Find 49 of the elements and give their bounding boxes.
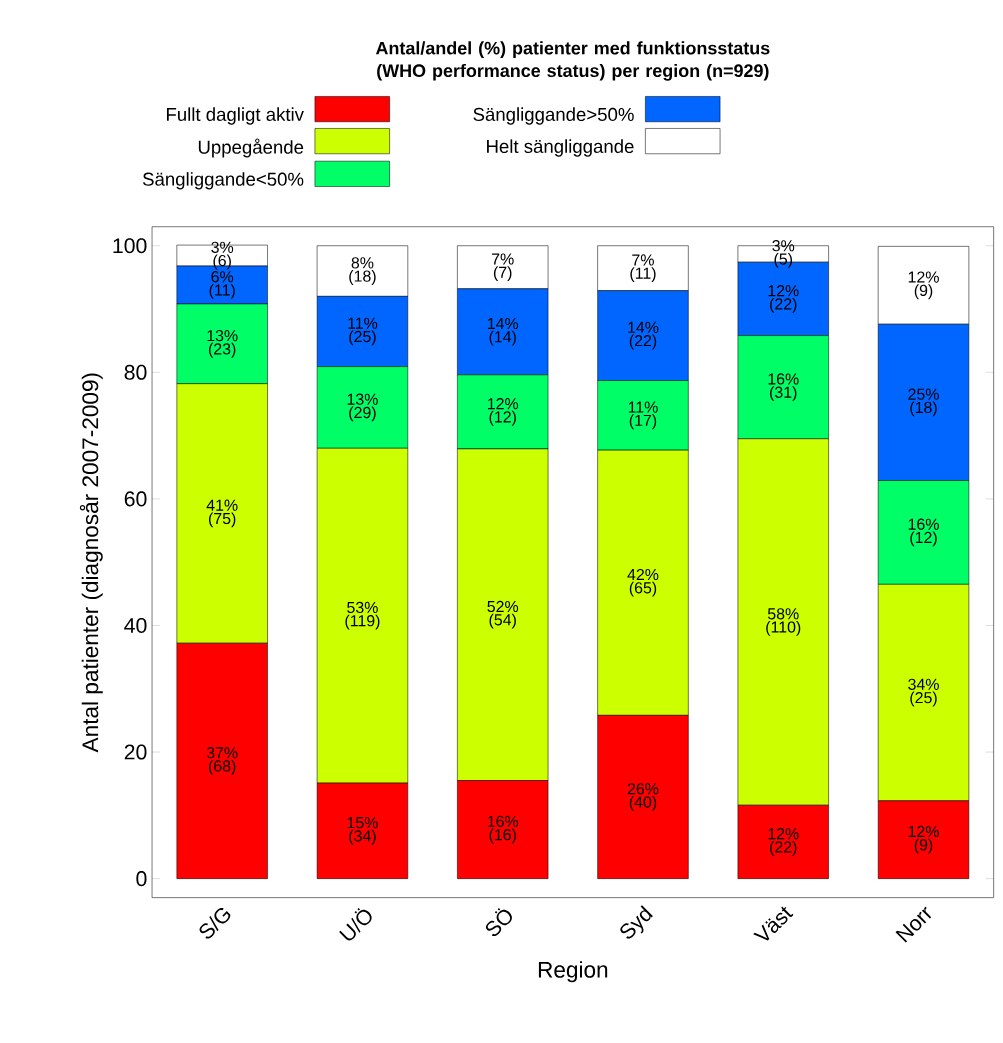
data-label: 6% (11) <box>209 271 235 299</box>
data-label: 41% (75) <box>206 499 238 528</box>
data-label: 34% (25) <box>908 678 939 707</box>
data-label: 14% (14) <box>487 317 519 346</box>
legend-label: Sängliggande>50% <box>473 107 634 125</box>
y-tick-label: 80 <box>124 364 147 380</box>
data-label: 12% (12) <box>487 398 519 426</box>
y-axis-title: Antal patienter (diagnosår 2007-2009) <box>79 373 103 753</box>
x-tick-label: S/G <box>199 908 231 939</box>
x-tick-label: Syd <box>620 905 653 939</box>
data-label: 3% (6) <box>211 241 234 270</box>
x-tick-label: U/Ö <box>339 908 372 941</box>
data-label: 11% (25) <box>348 317 378 346</box>
data-label: 8% (18) <box>349 257 376 285</box>
data-label: 26% (40) <box>627 783 659 811</box>
x-tick-label: Väst <box>753 906 794 941</box>
data-label: 16% (16) <box>487 815 519 844</box>
x-tick-label: Norr <box>895 906 932 943</box>
x-tick-label: SÖ <box>485 908 512 937</box>
data-label: 58% (110) <box>766 608 801 636</box>
data-label: 25% (18) <box>908 388 939 417</box>
data-label: 7% (11) <box>630 254 656 282</box>
y-tick-label: 60 <box>124 491 147 507</box>
y-tick-label: 40 <box>124 617 147 633</box>
data-label: 52% (54) <box>487 600 519 629</box>
data-label: 13% (29) <box>347 393 378 422</box>
y-tick-label: 100 <box>113 238 147 254</box>
data-label: 13% (23) <box>207 329 238 358</box>
data-label: 53% (119) <box>345 601 380 630</box>
data-label: 16% (31) <box>768 373 799 402</box>
y-tick-label: 0 <box>136 871 147 887</box>
data-label: 42% (65) <box>627 568 659 597</box>
data-label: 37% (68) <box>206 747 238 775</box>
data-label: 12% (9) <box>908 271 939 300</box>
legend-label: Uppegående <box>198 138 304 158</box>
data-label: 14% (22) <box>628 321 659 350</box>
x-axis-title: Region <box>538 961 608 983</box>
data-label: 15% (34) <box>347 817 378 845</box>
chart-title: Antal/andel (%) patienter med funktionsstatus (WHO performance status) per region (n=929) <box>375 41 770 81</box>
data-label: 12% (22) <box>768 828 799 856</box>
legend-label: Helt sängliggande <box>487 139 634 157</box>
legend-label: Fullt dagligt aktiv <box>166 107 304 125</box>
data-label: 7% (7) <box>492 253 514 282</box>
data-label: 12% (9) <box>908 825 939 854</box>
data-label: 12% (22) <box>768 285 799 313</box>
data-label: 16% (12) <box>908 518 939 547</box>
y-tick-label: 20 <box>124 744 147 760</box>
legend-label: Sängliggande<50% <box>142 172 304 190</box>
data-label: 11% (17) <box>628 401 658 430</box>
